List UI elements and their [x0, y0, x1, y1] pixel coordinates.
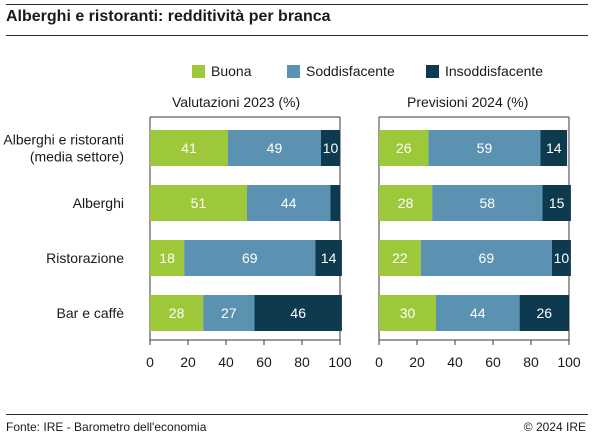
panel-title-2023: Valutazioni 2023 (%) — [172, 94, 301, 110]
legend-swatch-buona — [192, 64, 205, 78]
value-label-buona: 51 — [191, 195, 207, 211]
value-label-soddisfacente: 69 — [242, 250, 258, 266]
value-label-buona: 28 — [398, 195, 414, 211]
bar-soddisfacente — [428, 130, 541, 166]
x-tick-label: 0 — [375, 354, 383, 370]
value-label-buona: 18 — [159, 250, 175, 266]
bar-buona — [379, 130, 429, 166]
value-label-soddisfacente: 59 — [477, 140, 493, 156]
x-tick-label: 40 — [447, 354, 463, 370]
x-tick-label: 40 — [218, 354, 234, 370]
value-label-soddisfacente: 44 — [470, 305, 486, 321]
top-rule — [6, 4, 588, 5]
bar-insoddisfacente — [540, 130, 568, 166]
bar-soddisfacente — [203, 295, 255, 331]
value-label-soddisfacente: 69 — [479, 250, 495, 266]
value-label-soddisfacente: 58 — [480, 195, 496, 211]
value-label-buona: 26 — [396, 140, 412, 156]
x-tick-label: 60 — [256, 354, 272, 370]
legend-item-soddisfacente: Soddisfacente — [287, 63, 395, 79]
x-tick-label: 20 — [409, 354, 425, 370]
legend-label-buona: Buona — [211, 63, 252, 79]
bar-soddisfacente — [420, 240, 552, 276]
title-rule — [6, 35, 588, 36]
legend-item-insoddisfacente: Insoddisfacente — [426, 63, 543, 79]
value-label-soddisfacente: 49 — [267, 140, 283, 156]
bar-insoddisfacente — [315, 240, 342, 276]
bar-soddisfacente — [246, 185, 331, 221]
value-label-buona: 30 — [400, 305, 416, 321]
bar-insoddisfacente — [321, 130, 340, 166]
value-label-insoddisfacente: 46 — [290, 305, 306, 321]
bar-insoddisfacente — [330, 185, 340, 221]
value-label-buona: 28 — [169, 305, 185, 321]
category-label: Ristorazione — [46, 250, 124, 266]
copyright-note: © 2024 IRE — [523, 420, 586, 434]
value-label-soddisfacente: 27 — [221, 305, 237, 321]
x-tick-label: 100 — [328, 354, 352, 370]
bar-soddisfacente — [227, 130, 321, 166]
value-label-insoddisfacente: 14 — [321, 250, 337, 266]
source-note: Fonte: IRE - Barometro dell'economia — [6, 420, 207, 434]
x-tick-label: 0 — [146, 354, 154, 370]
value-label-insoddisfacente: 26 — [537, 305, 553, 321]
bar-soddisfacente — [432, 185, 543, 221]
legend-label-soddisfacente: Soddisfacente — [306, 63, 395, 79]
category-label: Bar e caffè — [57, 305, 125, 321]
legend-swatch-soddisfacente — [287, 64, 300, 78]
panel-title-2024: Previsioni 2024 (%) — [407, 94, 529, 110]
value-label-insoddisfacente: 14 — [546, 140, 562, 156]
category-label: Alberghi — [73, 195, 124, 211]
bar-soddisfacente — [436, 295, 520, 331]
value-label-insoddisfacente: 10 — [554, 250, 570, 266]
bar-buona — [379, 240, 421, 276]
value-label-buona: 22 — [392, 250, 408, 266]
footer-rule — [6, 414, 588, 415]
x-tick-label: 80 — [523, 354, 539, 370]
bar-insoddisfacente — [254, 295, 342, 331]
bar-buona — [150, 240, 185, 276]
bar-insoddisfacente — [551, 240, 571, 276]
bar-buona — [150, 130, 228, 166]
bar-buona — [150, 185, 247, 221]
x-tick-label: 100 — [557, 354, 581, 370]
legend-item-buona: Buona — [192, 63, 251, 79]
value-label-insoddisfacente: 15 — [549, 195, 565, 211]
bar-buona — [379, 295, 436, 331]
value-label-insoddisfacente: 10 — [323, 140, 339, 156]
legend-swatch-insoddisfacente — [426, 64, 439, 78]
bar-insoddisfacente — [519, 295, 569, 331]
chart-title: Alberghi e ristoranti: redditività per b… — [6, 8, 331, 25]
value-label-soddisfacente: 44 — [281, 195, 297, 211]
bar-insoddisfacente — [542, 185, 571, 221]
legend-label-insoddisfacente: Insoddisfacente — [445, 63, 544, 79]
bar-buona — [379, 185, 433, 221]
value-label-buona: 41 — [181, 140, 197, 156]
x-tick-label: 80 — [294, 354, 310, 370]
bar-buona — [150, 295, 204, 331]
category-label: Alberghi e ristoranti (media settore) — [3, 132, 124, 165]
bar-soddisfacente — [184, 240, 316, 276]
x-tick-label: 20 — [180, 354, 196, 370]
x-tick-label: 60 — [485, 354, 501, 370]
